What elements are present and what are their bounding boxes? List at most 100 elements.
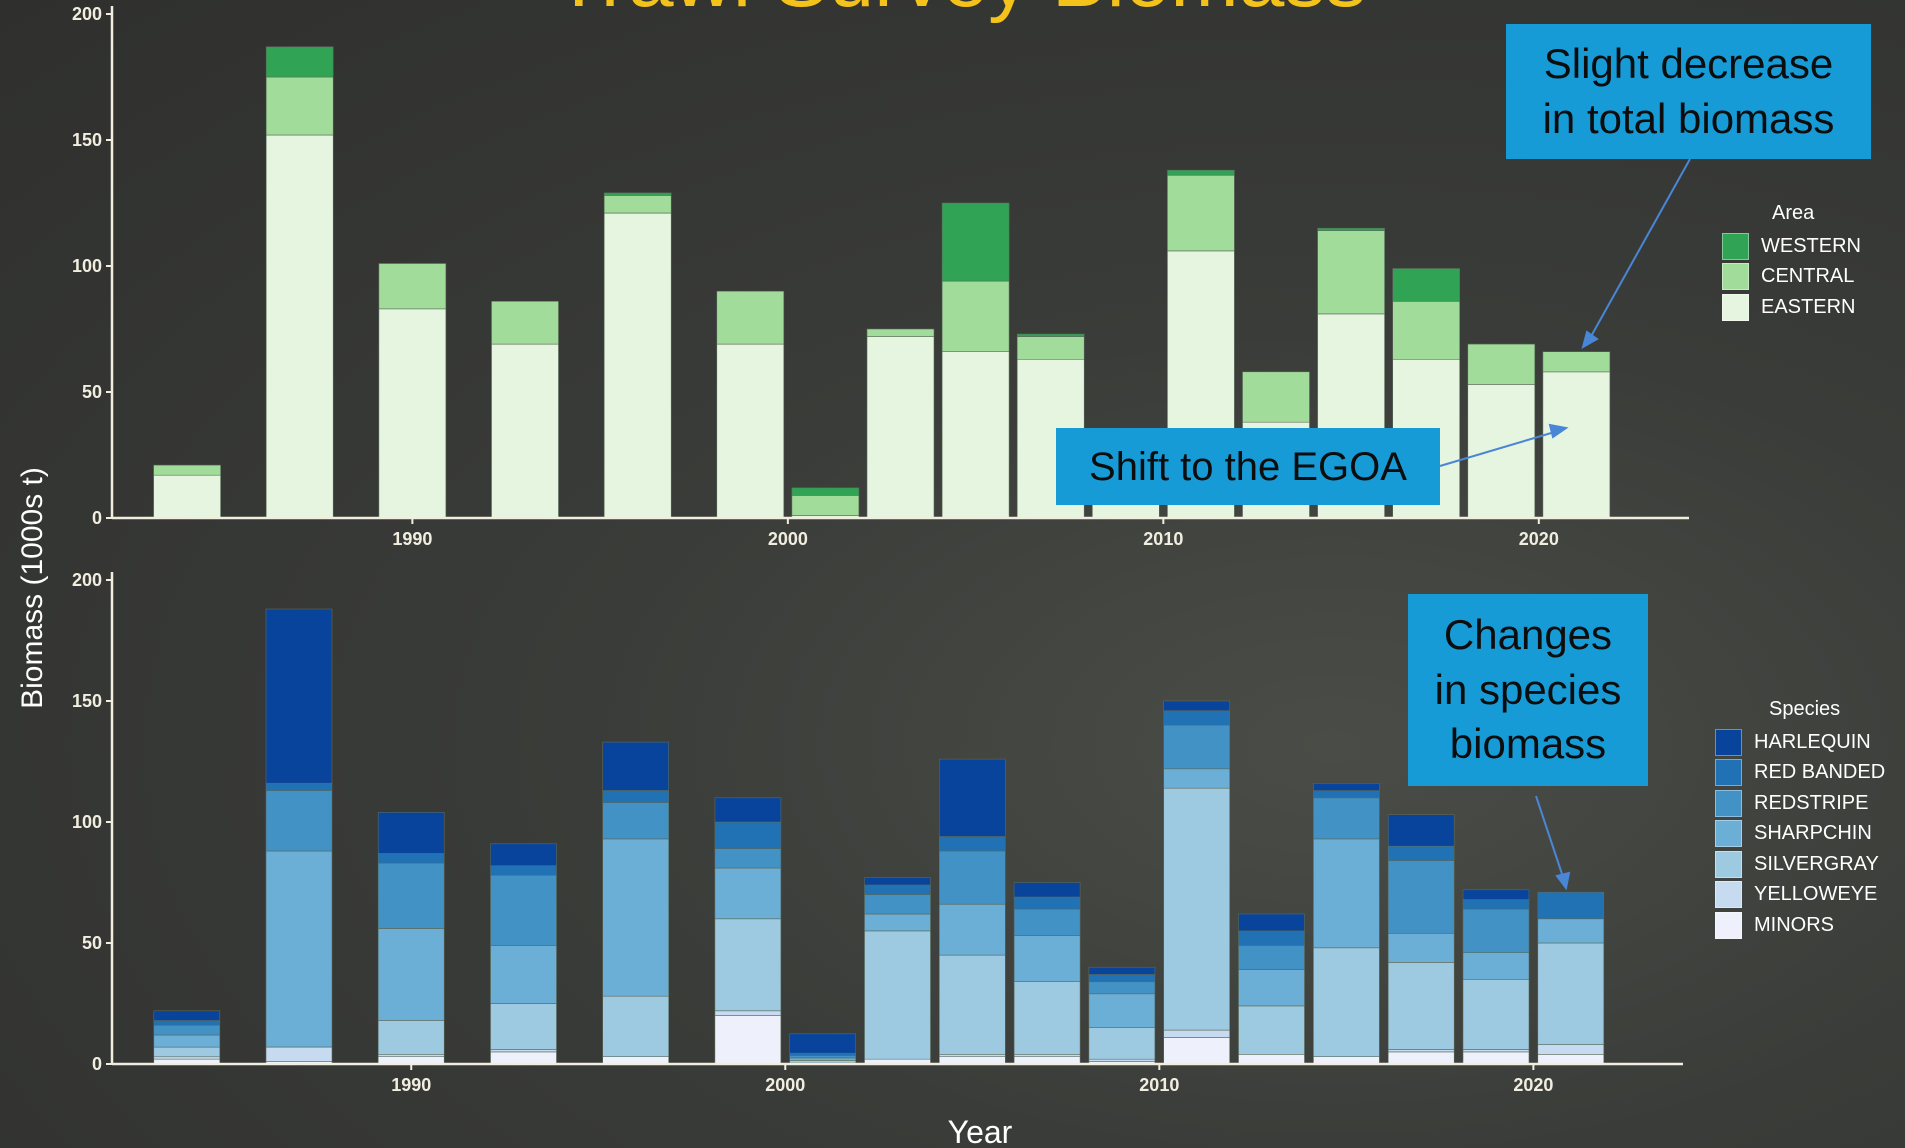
bar-segment-yelloweye	[714, 1010, 782, 1016]
legend-swatch	[1722, 232, 1749, 260]
arrow-head-total	[1581, 330, 1599, 350]
legend-label: MINORS	[1754, 913, 1834, 936]
bar-segment-silvergray	[1013, 981, 1081, 1055]
bar-segment-sharpchin	[1537, 918, 1605, 944]
y-tick-label: 0	[92, 508, 102, 528]
bar-segment-sharpchin	[377, 928, 445, 1021]
bar-segment-western	[1317, 227, 1385, 231]
bar-segment-silvergray	[602, 995, 670, 1058]
x-tick-label: 2000	[765, 1075, 805, 1095]
bar-segment-silvergray	[1313, 947, 1380, 1057]
callout-line: in species	[1434, 665, 1622, 713]
callout-total-biomass: Slight decrease in total biomass	[1506, 24, 1871, 159]
bar-segment-red-banded	[1313, 790, 1380, 799]
bar-segment-western	[1016, 333, 1085, 337]
bar-segment-harlequin	[1013, 882, 1081, 898]
x-tick-label: 1990	[391, 1075, 431, 1095]
bar-segment-silvergray	[377, 1020, 445, 1055]
chart-title: Trawl Survey Biomass	[554, 0, 1367, 24]
legend-swatch	[1722, 263, 1749, 291]
bar-segment-redstripe	[1313, 797, 1380, 840]
legend-entry: YELLOWEYE	[1715, 880, 1885, 911]
bar-segment-redstripe	[1387, 860, 1455, 934]
legend-entry: CENTRAL	[1722, 262, 1861, 293]
arrow-total-biomass	[1588, 158, 1691, 341]
bar-segment-eastern	[491, 343, 559, 519]
legend-entry: SILVERGRAY	[1715, 849, 1885, 880]
bar-segment-redstripe	[714, 848, 782, 869]
bar-segment-minors	[490, 1051, 557, 1065]
bar-segment-eastern	[378, 308, 447, 519]
bar-segment-central	[1467, 343, 1536, 385]
bar-segment-yelloweye	[1462, 1049, 1530, 1053]
bar-segment-yelloweye	[490, 1049, 557, 1053]
legend-label: RED BANDED	[1754, 761, 1886, 784]
bar-segment-minors	[1238, 1054, 1305, 1065]
callout-line: Changes	[1443, 611, 1613, 659]
bar-segment-central	[1392, 300, 1460, 360]
legend-entry: MINORS	[1715, 910, 1885, 941]
bar-segment-silvergray	[490, 1003, 557, 1050]
legend-entry: HARLEQUIN	[1715, 727, 1885, 758]
bar-segment-harlequin	[1313, 782, 1380, 791]
bar-segment-red-banded	[1387, 845, 1455, 862]
bar-segment-red-banded	[153, 1020, 221, 1026]
legend-title: Species	[1769, 698, 1841, 720]
bar-segment-redstripe	[938, 850, 1006, 905]
legend-label: CENTRAL	[1761, 265, 1855, 288]
y-tick-label: 100	[72, 256, 102, 276]
legend-entry: WESTERN	[1722, 231, 1861, 262]
y-tick-label: 200	[72, 4, 102, 24]
x-tick-label: 2010	[1139, 1075, 1179, 1095]
bar-segment-yelloweye	[1013, 1054, 1081, 1058]
bar-segment-western	[603, 192, 672, 196]
bar-segment-silvergray	[1537, 942, 1605, 1045]
callout-arrows	[1439, 158, 1691, 891]
bar-segment-harlequin	[265, 608, 333, 784]
legend-label: WESTERN	[1761, 234, 1861, 257]
bar-segment-sharpchin	[1163, 768, 1230, 789]
bar-segment-silvergray	[1163, 787, 1230, 1031]
bar-segment-redstripe	[1013, 908, 1081, 936]
bar-segment-central	[491, 300, 559, 345]
bar-segment-harlequin	[602, 741, 670, 791]
legend-label: EASTERN	[1761, 295, 1856, 318]
bar-segment-sharpchin	[1238, 969, 1305, 1007]
bar-segment-redstripe	[1163, 724, 1230, 770]
callout-line: in total biomass	[1542, 94, 1835, 142]
legend-entry: EASTERN	[1722, 292, 1861, 323]
bar-segment-central	[941, 280, 1010, 353]
legend-label: HARLEQUIN	[1754, 730, 1871, 753]
legend-title: Area	[1772, 202, 1815, 224]
y-tick-label: 100	[72, 812, 102, 832]
legend-swatch	[1715, 789, 1742, 817]
bar-segment-sharpchin	[1387, 932, 1455, 963]
bar-segment-sharpchin	[1462, 952, 1530, 980]
bar-segment-minors	[1537, 1054, 1605, 1065]
bar-segment-minors	[1163, 1037, 1230, 1065]
bar-segment-sharpchin	[490, 945, 557, 1004]
bar-segment-central	[1542, 351, 1611, 373]
species-biomass-chart: 0 50 100 150 200 1990 2000 2010 2020	[72, 570, 1683, 1095]
bar-segment-sharpchin	[938, 903, 1006, 956]
bar-segment-redstripe	[1238, 945, 1305, 970]
bar-segment-eastern	[603, 212, 672, 519]
bar-segment-western	[1167, 169, 1235, 176]
bar-segment-minors	[1387, 1051, 1455, 1065]
bar-segment-harlequin	[1462, 889, 1530, 900]
bar-segment-harlequin	[1238, 913, 1305, 932]
y-axis-label: Biomass (1000s t)	[16, 467, 49, 709]
y-tick-label: 50	[82, 933, 102, 953]
bar-segment-silvergray	[1462, 978, 1530, 1050]
bar-segment-harlequin	[864, 877, 931, 886]
bar-segment-red-banded	[265, 782, 333, 791]
bar-segment-redstripe	[265, 790, 333, 852]
bar-segment-harlequin	[789, 1033, 857, 1054]
legend-area: Area WESTERN CENTRAL EASTERN	[1722, 202, 1861, 323]
bar-segment-red-banded	[1537, 891, 1605, 920]
bar-segment-central	[1242, 371, 1310, 423]
bar-segment-redstripe	[1088, 981, 1156, 995]
bar-segment-sharpchin	[714, 867, 782, 920]
legend-swatch	[1715, 820, 1742, 848]
